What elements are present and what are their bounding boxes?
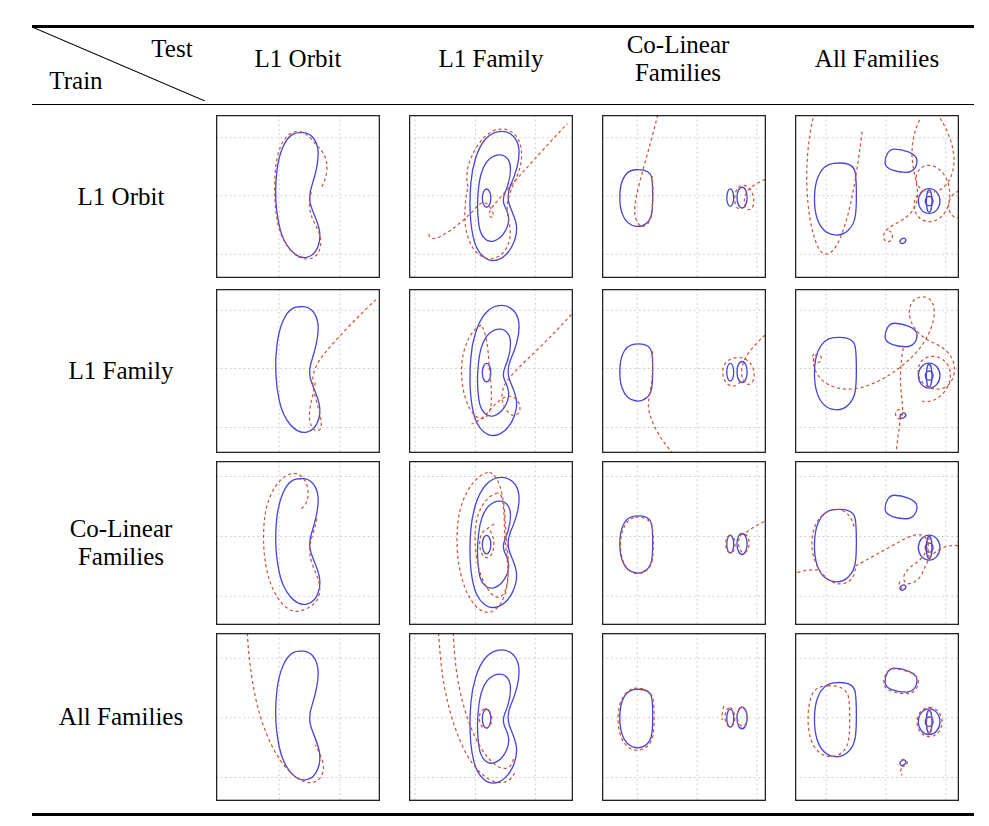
plot-cell-r3c2 (409, 461, 573, 625)
header-rule (32, 104, 974, 106)
plot-cell-r4c1 (216, 633, 380, 801)
plot-cell-r2c2 (409, 289, 573, 453)
plot-cell-r1c4 (795, 115, 959, 278)
plot-cell-r2c1 (216, 289, 380, 453)
plot-cell-r1c3 (602, 115, 766, 278)
row-header-l1-orbit: L1 Orbit (30, 115, 212, 278)
column-header-l1-family: L1 Family (405, 24, 577, 94)
plot-cell-r2c4 (795, 289, 959, 453)
column-header-l1-orbit: L1 Orbit (212, 24, 384, 94)
plot-cell-r3c4 (795, 461, 959, 625)
plot-cell-r1c2 (409, 115, 573, 278)
row-header-all-families: All Families (30, 633, 212, 801)
column-header-co-linear-families: Co-Linear Families (598, 24, 758, 94)
header-test-label: Test (124, 35, 220, 63)
plot-cell-r4c3 (602, 633, 766, 801)
plot-cell-r4c2 (409, 633, 573, 801)
plot-cell-r1c1 (216, 115, 380, 278)
row-header-l1-family: L1 Family (30, 289, 212, 453)
plot-cell-r3c1 (216, 461, 380, 625)
figure-page: Test Train L1 Orbit L1 Family Co-Linear … (0, 0, 989, 826)
plot-cell-r3c3 (602, 461, 766, 625)
bottom-rule (32, 813, 974, 816)
row-header-co-linear-families: Co-Linear Families (51, 461, 191, 625)
plot-cell-r4c4 (795, 633, 959, 801)
column-header-all-families: All Families (791, 24, 963, 94)
header-train-label: Train (26, 67, 126, 95)
plot-cell-r2c3 (602, 289, 766, 453)
